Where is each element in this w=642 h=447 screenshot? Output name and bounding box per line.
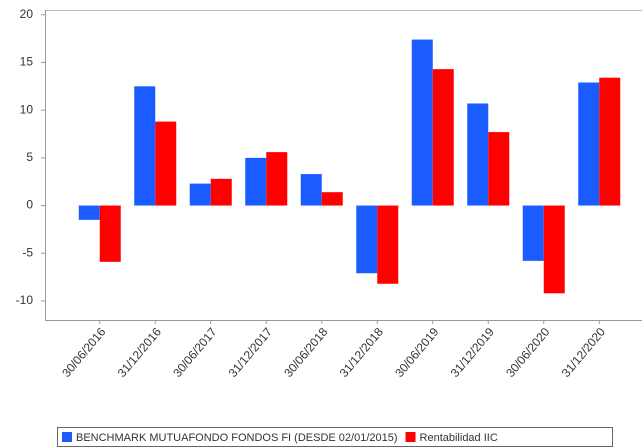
y-tick-label: 10 bbox=[20, 102, 34, 116]
bar bbox=[210, 178, 232, 206]
x-tick-label: 31/12/2018 bbox=[337, 325, 387, 380]
y-tick-label: 15 bbox=[20, 55, 34, 69]
y-tick-label: 0 bbox=[26, 198, 33, 212]
x-tick-label: 30/06/2020 bbox=[503, 325, 553, 380]
x-tick-label: 30/06/2016 bbox=[59, 325, 109, 380]
bar bbox=[321, 192, 343, 206]
bar bbox=[300, 174, 322, 206]
bar bbox=[467, 103, 489, 206]
bar bbox=[266, 152, 288, 206]
bar bbox=[411, 39, 433, 206]
bar bbox=[543, 205, 565, 294]
bar bbox=[432, 69, 454, 206]
bar bbox=[155, 121, 177, 206]
legend-swatch bbox=[405, 432, 416, 442]
legend-swatch bbox=[62, 432, 72, 442]
bar bbox=[599, 77, 621, 206]
bar bbox=[245, 157, 267, 206]
x-tick-label: 31/12/2019 bbox=[448, 325, 498, 380]
bar bbox=[134, 86, 156, 206]
x-tick-label: 30/06/2019 bbox=[392, 325, 442, 380]
y-tick-label: -5 bbox=[22, 245, 33, 259]
bar bbox=[189, 183, 211, 206]
bar bbox=[578, 82, 600, 206]
x-tick-label: 31/12/2017 bbox=[226, 325, 276, 380]
x-tick-label: 30/06/2018 bbox=[281, 325, 331, 380]
x-tick-label: 31/12/2016 bbox=[115, 325, 165, 380]
bar bbox=[356, 205, 378, 274]
x-tick-label: 31/12/2020 bbox=[559, 325, 609, 380]
bar bbox=[78, 205, 100, 220]
y-tick-label: 20 bbox=[20, 7, 34, 21]
bar bbox=[488, 132, 510, 206]
y-tick-label: 5 bbox=[26, 150, 33, 164]
legend-label: BENCHMARK MUTUAFONDO FONDOS FI (DESDE 02… bbox=[76, 432, 398, 444]
bar bbox=[377, 205, 399, 284]
y-tick-label: -10 bbox=[16, 293, 34, 307]
legend-label: Rentabilidad IIC bbox=[420, 432, 498, 444]
bar bbox=[522, 205, 544, 261]
x-tick-label: 30/06/2017 bbox=[170, 325, 220, 380]
bar bbox=[99, 205, 121, 262]
